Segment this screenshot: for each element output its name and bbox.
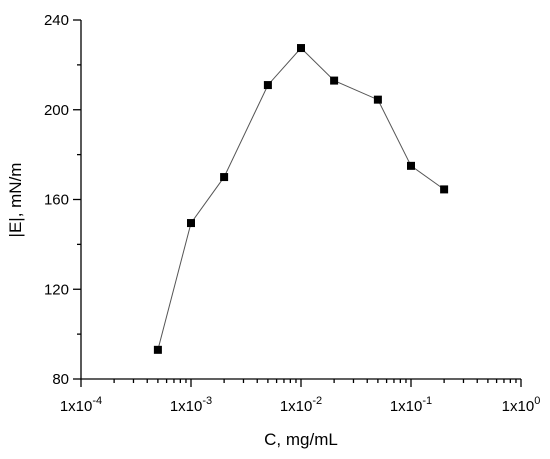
data-point (187, 219, 195, 228)
y-tick-label: 200 (44, 102, 69, 119)
x-tick-mantissa: 1x10 (502, 398, 535, 415)
x-tick-exponent: -2 (312, 395, 322, 407)
x-tick-exponent: -3 (202, 395, 212, 407)
x-tick-label: 1x10-4 (60, 395, 102, 415)
y-axis-title: |E|, mN/m (6, 163, 25, 238)
x-tick-exponent: -4 (92, 395, 102, 407)
x-tick-label: 1x10-2 (280, 395, 322, 415)
x-tick-label: 1x10-1 (390, 395, 432, 415)
data-point (153, 345, 162, 354)
x-tick-exponent: -1 (422, 395, 432, 407)
y-tick-label: 160 (44, 192, 69, 209)
data-point (330, 76, 339, 85)
axes (80, 20, 521, 380)
x-axis-title: C, mg/mL (264, 430, 338, 449)
data-point (440, 185, 449, 194)
series (153, 44, 449, 354)
data-point (297, 44, 305, 53)
data-point (407, 161, 415, 170)
x-tick-mantissa: 1x10 (390, 398, 423, 415)
x-tick-mantissa: 1x10 (60, 398, 93, 415)
data-point (373, 95, 382, 104)
x-ticks: 1x10-4 1x10-3 1x10-2 1x10-1 1x100 (60, 379, 540, 415)
x-tick-exponent: 0 (534, 395, 540, 407)
y-tick-label: 240 (44, 12, 69, 29)
x-tick-label: 1x10-3 (170, 395, 212, 415)
series-line (157, 47, 445, 350)
y-tick-label: 80 (52, 371, 69, 388)
data-point (263, 81, 272, 90)
x-tick-mantissa: 1x10 (280, 398, 313, 415)
x-tick-label: 1x100 (502, 395, 541, 415)
y-ticks: 80 120 160 200 240 (44, 12, 81, 388)
x-tick-mantissa: 1x10 (170, 398, 203, 415)
data-point (220, 173, 229, 182)
y-tick-label: 120 (44, 281, 69, 298)
